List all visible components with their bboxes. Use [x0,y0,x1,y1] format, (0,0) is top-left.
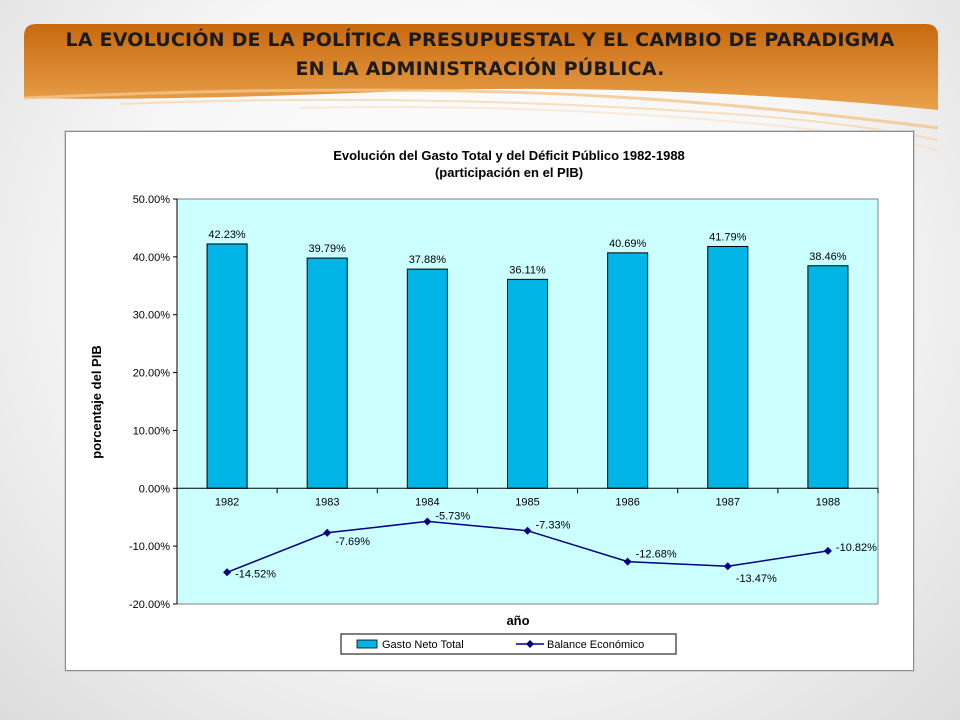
bar-value-label: 42.23% [208,229,246,241]
bar-1984 [406,268,448,489]
y-tick-label: 0.00% [139,483,170,495]
bar-1987 [707,246,749,489]
y-tick-label: 20.00% [133,368,171,380]
chart-frame: Evolución del Gasto Total y del Déficit … [65,131,914,671]
bar-value-label: 36.11% [509,264,546,276]
chart-subtitle: (participación en el PIB) [435,165,583,180]
x-tick-label-1987: 1987 [716,496,740,508]
balance-value-label: -12.68% [636,549,677,561]
y-axis-title: porcentaje del PIB [89,345,104,458]
balance-point-1988 [823,546,832,555]
x-tick-label-1982: 1982 [215,496,239,508]
balance-value-label: -13.47% [736,573,777,585]
legend-line-label: Balance Económico [547,639,644,651]
balance-point-1985 [523,526,532,535]
balance-point-1982 [223,568,232,577]
banner-swoosh-2 [119,98,939,141]
y-axis: 50.00% 40.00% 30.00% 20.00% 10.00% 0.00% -10.0… [129,194,178,611]
legend: Gasto Neto Total Balance Económico [340,633,677,655]
bars [206,243,849,489]
bar-value-label: 40.69% [609,238,647,250]
x-tick-label-1985: 1985 [515,496,539,508]
bar-value-label: 41.79% [709,232,747,244]
x-axis: 1982 1983 1984 1985 1986 1987 1988 [176,487,879,508]
legend-bar-swatch [356,639,378,649]
balance-value-label: -14.52% [235,568,276,580]
balance-value-label: -7.33% [536,520,571,532]
line-series: -14.52% -7.69% -5.73% -7.33% -12.68% -13.47% -… [223,510,877,585]
y-tick-label: -10.00% [129,541,170,553]
bar-1986 [607,252,649,489]
balance-value-label: -10.82% [836,542,877,554]
bar-1982 [206,243,248,489]
x-tick-label-1986: 1986 [615,496,639,508]
x-tick-label-1984: 1984 [415,496,439,508]
y-tick-label: 50.00% [133,194,171,206]
balance-point-1986 [623,557,632,566]
y-tick-label: -20.00% [129,599,170,611]
bar-1988 [807,265,849,489]
x-tick-label-1983: 1983 [315,496,339,508]
slide-title: LA EVOLUCIÓN DE LA POLÍTICA PRESUPUESTAL… [65,29,895,80]
bar-1983 [306,257,348,489]
bar-1985 [506,278,549,489]
y-tick-label: 10.00% [133,425,171,437]
y-tick-label: 30.00% [133,310,171,322]
y-tick-label: 40.00% [133,252,171,264]
chart: Evolución del Gasto Total y del Déficit … [89,148,879,655]
balance-point-1983 [323,528,332,537]
balance-point-1984 [423,517,432,526]
bar-labels: 42.23% 39.79% 37.88% 36.11% 40.69% 41.79% 38.4… [208,229,846,276]
legend-bar-label: Gasto Neto Total [382,639,464,651]
balance-point-1987 [723,562,732,571]
legend-box [340,633,677,655]
bar-value-label: 39.79% [309,243,347,255]
balance-value-label: -5.73% [435,510,470,522]
banner-swoosh-1 [23,88,939,130]
banner-shape [24,24,938,110]
bar-value-label: 38.46% [809,251,847,263]
x-tick-label-1988: 1988 [816,496,840,508]
bar-value-label: 37.88% [409,254,447,266]
x-axis-title: año [506,613,529,628]
legend-line-marker [526,640,534,648]
chart-title: Evolución del Gasto Total y del Déficit … [333,148,685,163]
balance-value-label: -7.69% [335,536,370,548]
